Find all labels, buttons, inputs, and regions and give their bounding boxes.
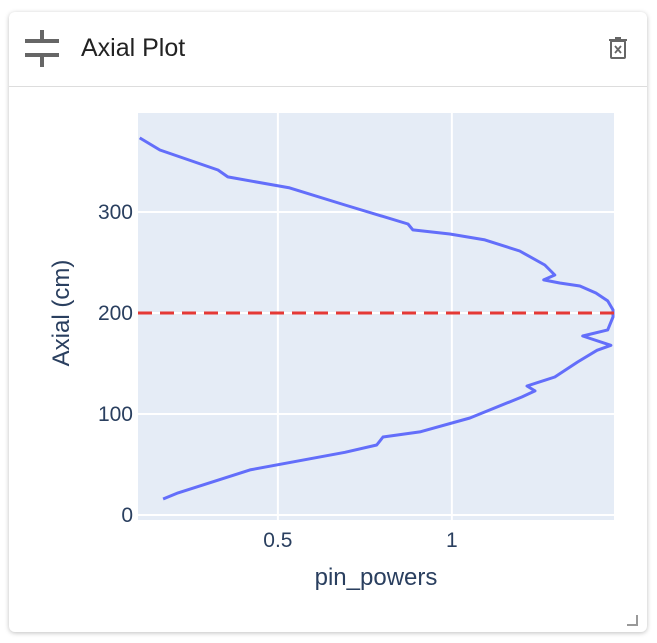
x-tick-label: 0.5 (263, 529, 292, 552)
x-tick-label: 1 (446, 529, 458, 552)
panel-title: Axial Plot (81, 34, 186, 62)
y-tick-label: 200 (98, 302, 133, 325)
x-axis-title: pin_powers (315, 564, 438, 591)
panel-header: Axial Plot (9, 12, 647, 87)
data-line (138, 136, 615, 501)
delete-icon[interactable] (609, 37, 629, 61)
y-tick-label: 300 (98, 201, 133, 224)
y-tick-label: 0 (121, 504, 133, 527)
plot-area (138, 113, 614, 520)
panel: Axial Plot pin_powers Axial (cm) 0.5 1 0 10… (9, 12, 647, 632)
drag-icon[interactable] (25, 30, 65, 70)
y-tick-label: 100 (98, 403, 133, 426)
resize-handle[interactable] (627, 615, 638, 626)
y-axis-title: Axial (cm) (48, 260, 75, 367)
chart: pin_powers Axial (cm) 0.5 1 0 100 200 300 (48, 113, 638, 626)
